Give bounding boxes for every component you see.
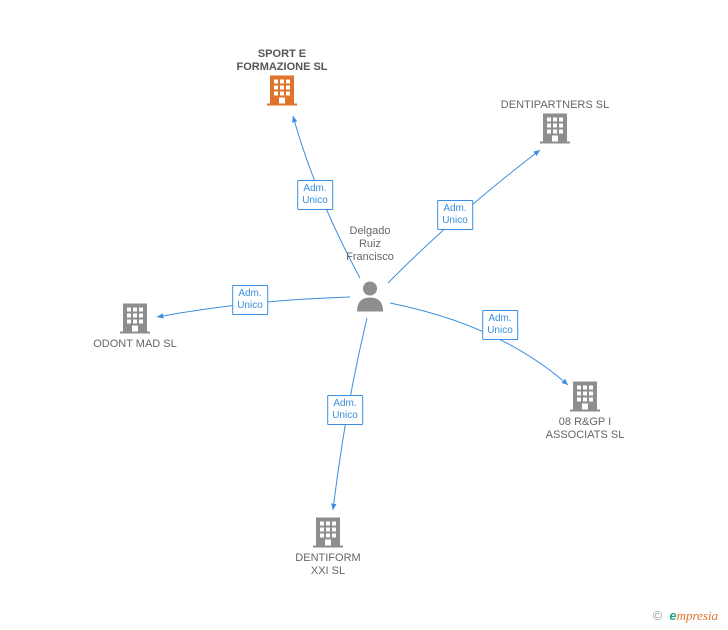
edge-label-dentipartners: Adm. Unico	[437, 200, 473, 230]
diagram-canvas: Delgado Ruiz Francisco SPORT E FORMAZION…	[0, 0, 728, 630]
person-icon	[355, 280, 385, 317]
edge-dentipartners	[388, 150, 540, 283]
edge-dentiform_xxi	[333, 318, 367, 510]
edge-odont_mad	[157, 297, 350, 317]
building-icon-r_gp_associats	[570, 380, 600, 417]
edge-label-r_gp_associats: Adm. Unico	[482, 310, 518, 340]
center-person-label: Delgado Ruiz Francisco	[346, 225, 394, 264]
edge-label-odont_mad: Adm. Unico	[232, 285, 268, 315]
building-icon-dentiform_xxi	[313, 516, 343, 553]
copyright-symbol: ©	[653, 608, 663, 623]
building-icon-dentipartners	[540, 112, 570, 149]
watermark: © empresia	[653, 608, 718, 624]
watermark-e: e	[666, 608, 677, 623]
node-label-sport_e_formazione: SPORT E FORMAZIONE SL	[236, 48, 327, 74]
edge-label-sport_e_formazione: Adm. Unico	[297, 180, 333, 210]
watermark-brand: mpresia	[677, 608, 718, 623]
node-label-dentipartners: DENTIPARTNERS SL	[501, 99, 609, 112]
edge-label-dentiform_xxi: Adm. Unico	[327, 395, 363, 425]
node-label-odont_mad: ODONT MAD SL	[93, 338, 177, 351]
edge-r_gp_associats	[390, 303, 568, 385]
node-label-dentiform_xxi: DENTIFORM XXI SL	[295, 552, 360, 578]
building-icon-sport_e_formazione	[267, 74, 297, 111]
node-label-r_gp_associats: 08 R&GP I ASSOCIATS SL	[546, 416, 625, 442]
building-icon-odont_mad	[120, 302, 150, 339]
